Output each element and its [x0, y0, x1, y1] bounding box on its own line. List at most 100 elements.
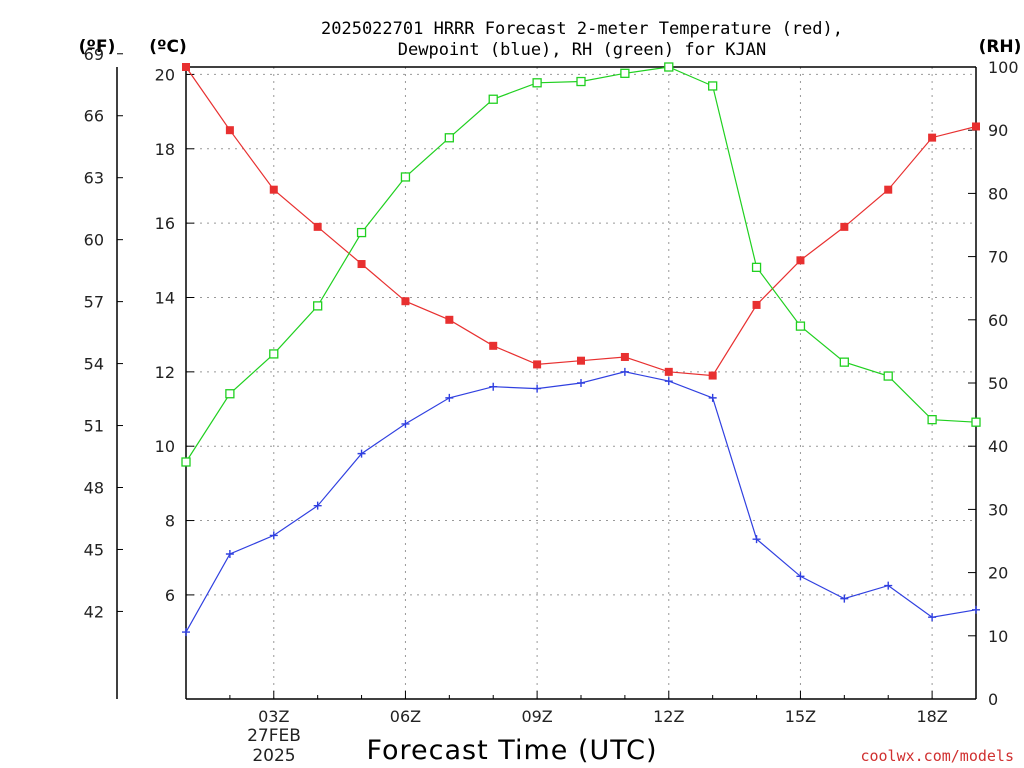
dewpoint-point — [796, 572, 805, 581]
rh-point — [488, 94, 498, 104]
celsius-tick-label: 8 — [165, 512, 175, 531]
fahrenheit-tick-label: 51 — [84, 417, 104, 436]
x-axis-label: Forecast Time (UTC) — [366, 735, 657, 766]
chart-title-line1: 2025022701 HRRR Forecast 2-meter Tempera… — [321, 19, 843, 39]
temperature-point — [752, 300, 761, 309]
rh-point — [181, 457, 191, 467]
temperature-point — [445, 315, 454, 324]
dewpoint-point — [182, 628, 190, 637]
rh-point — [444, 133, 454, 143]
dewpoint-point — [313, 501, 322, 510]
rh-point — [269, 349, 279, 359]
temperature-series — [182, 63, 980, 380]
fahrenheit-tick-label: 69 — [84, 45, 104, 64]
rh-point — [795, 321, 806, 331]
rh-tick-label: 40 — [988, 437, 1008, 456]
credit-text: coolwx.com/models — [860, 747, 1014, 765]
rh-point — [356, 227, 367, 238]
rh-point — [971, 417, 981, 427]
fahrenheit-tick-label: 54 — [84, 355, 104, 374]
temperature-point — [928, 133, 937, 142]
tick-labels: 03Z 06Z 09Z 12Z 15Z 18Z 6 8 10 12 14 16 18 20 42 45 48 51… — [84, 45, 1019, 726]
temperature-line — [185, 66, 977, 377]
temperature-point — [708, 371, 717, 380]
temperature-point — [269, 185, 278, 194]
chart-title-line2: Dewpoint (blue), RH (green) for KJAN — [398, 40, 766, 60]
dewpoint-point — [752, 535, 761, 544]
rh-point — [927, 415, 937, 425]
dewpoint-point — [708, 393, 717, 402]
date-label-year: 2025 — [252, 746, 295, 766]
rh-point — [400, 172, 411, 182]
rh-tick-label: 100 — [988, 58, 1019, 77]
dewpoint-point — [533, 384, 542, 393]
temperature-point — [533, 360, 542, 369]
temperature-point — [577, 356, 585, 365]
x-tick-label: 12Z — [653, 707, 684, 726]
fahrenheit-tick-label: 57 — [84, 293, 104, 312]
rh-point — [883, 371, 893, 381]
temperature-point — [884, 185, 893, 194]
dewpoint-point — [489, 382, 498, 391]
rh-tick-label: 10 — [988, 627, 1008, 646]
temperature-point — [357, 260, 366, 269]
rh-tick-label: 50 — [988, 374, 1008, 393]
rh-point — [664, 62, 674, 72]
dewpoint-point — [620, 367, 629, 376]
dewpoint-point — [269, 531, 278, 540]
dewpoint-point — [225, 550, 234, 559]
data-series — [181, 62, 981, 637]
celsius-tick-label: 12 — [155, 363, 175, 382]
rh-point — [225, 389, 235, 399]
rh-point — [839, 357, 849, 367]
temperature-point — [225, 126, 234, 135]
dewpoint-line — [185, 371, 977, 633]
x-tick-label: 03Z — [258, 707, 289, 726]
temperature-point — [182, 63, 190, 71]
date-label-day: 27FEB — [247, 726, 301, 746]
temperature-point — [313, 222, 322, 231]
dewpoint-point — [577, 379, 585, 387]
fahrenheit-tick-label: 48 — [84, 479, 104, 498]
dewpoint-point — [972, 605, 980, 614]
rh-point — [751, 262, 762, 272]
celsius-tick-label: 10 — [155, 437, 175, 456]
temperature-point — [972, 122, 980, 131]
temperature-point — [664, 367, 673, 376]
fahrenheit-tick-label: 60 — [84, 231, 104, 250]
celsius-tick-label: 20 — [155, 65, 175, 84]
axes — [116, 53, 977, 700]
temperature-point — [840, 222, 849, 231]
rh-series — [181, 62, 981, 467]
temperature-point — [401, 297, 410, 306]
fahrenheit-tick-label: 66 — [84, 107, 104, 126]
dewpoint-series — [182, 367, 980, 637]
fahrenheit-unit-label: (ºF) — [79, 37, 116, 57]
dewpoint-point — [884, 581, 893, 590]
rh-tick-label: 70 — [988, 248, 1008, 267]
rh-tick-label: 30 — [988, 500, 1008, 519]
dewpoint-point — [664, 377, 673, 386]
dewpoint-point — [840, 594, 849, 603]
fahrenheit-tick-label: 42 — [84, 602, 104, 621]
celsius-tick-label: 14 — [155, 288, 175, 307]
x-tick-label: 09Z — [521, 707, 552, 726]
celsius-unit-label: (ºC) — [149, 37, 187, 57]
rh-point — [708, 81, 718, 91]
x-tick-label: 15Z — [785, 707, 816, 726]
x-tick-label: 18Z — [916, 707, 947, 726]
fahrenheit-tick-label: 45 — [84, 540, 104, 559]
rh-point — [620, 68, 630, 78]
rh-point — [313, 301, 323, 311]
dewpoint-point — [928, 613, 937, 622]
x-tick-label: 06Z — [390, 707, 421, 726]
celsius-tick-label: 16 — [155, 214, 175, 233]
rh-tick-label: 20 — [988, 564, 1008, 583]
rh-tick-label: 90 — [988, 121, 1008, 140]
temperature-point — [620, 352, 629, 361]
celsius-tick-label: 6 — [165, 586, 175, 605]
rh-unit-label: (RH) — [979, 37, 1022, 57]
dewpoint-point — [357, 449, 366, 458]
rh-tick-label: 0 — [988, 690, 998, 709]
